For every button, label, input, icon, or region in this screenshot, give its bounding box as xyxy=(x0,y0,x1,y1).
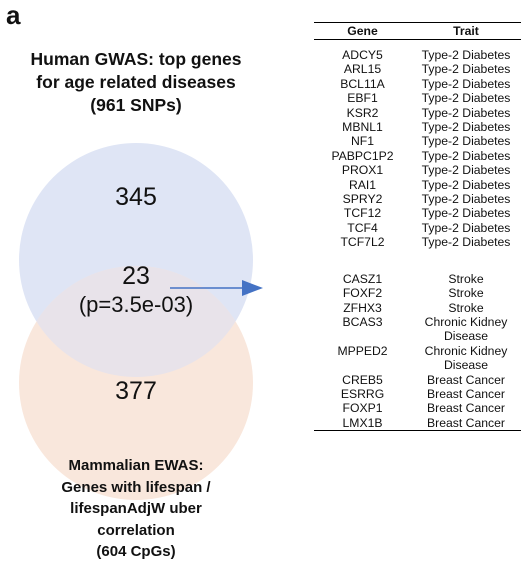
ewas-heading-line: Genes with lifespan / xyxy=(61,478,211,496)
gene-cell: FOXF2 xyxy=(342,286,383,301)
trait-cell: Type-2 Diabetes xyxy=(421,177,511,192)
trait-cell: Type-2 Diabetes xyxy=(421,62,511,77)
gene-cell: MPPED2 xyxy=(337,343,388,358)
gene-cell: PABPC1P2 xyxy=(331,148,394,163)
arrow-right-icon xyxy=(170,280,263,296)
trait-cell: Type-2 Diabetes xyxy=(421,134,511,149)
table-row: TCF12 Type-2 Diabetes xyxy=(314,206,521,220)
trait-cell: Breast Cancer xyxy=(427,372,505,387)
ewas-heading-line: Mammalian EWAS: xyxy=(68,457,204,474)
trait-cell: Type-2 Diabetes xyxy=(421,220,511,235)
trait-cell: Stroke xyxy=(448,300,484,315)
table-row: CREB5 Breast Cancer xyxy=(314,373,521,387)
gene-cell: LMX1B xyxy=(314,415,411,432)
table-row: TCF7L2 Type-2 Diabetes xyxy=(314,235,521,249)
table-spacer xyxy=(314,40,521,49)
venn-overlap-region xyxy=(19,143,253,377)
gwas-heading: Human GWAS: top genes for age related di… xyxy=(0,48,272,117)
table-row: CASZ1 Stroke xyxy=(314,272,521,286)
trait-cell: Type-2 Diabetes xyxy=(421,163,511,178)
table-body: ADCY5 Type-2 Diabetes ARL15 Type-2 Diabetes… xyxy=(314,40,521,432)
ewas-heading-line: (604 CpGs) xyxy=(96,543,176,561)
trait-cell: Type-2 Diabetes xyxy=(421,76,511,91)
gene-cell: EBF1 xyxy=(347,91,378,106)
trait-cell: Breast Cancer xyxy=(427,401,505,416)
venn-p-value: (p=3.5e-03) xyxy=(78,292,194,317)
venn-count-mammal-only: 377 xyxy=(115,377,157,405)
table-row: ESRRG Breast Cancer xyxy=(314,387,521,401)
gene-cell: CREB5 xyxy=(342,372,383,387)
trait-cell: Type-2 Diabetes xyxy=(421,105,511,120)
table-row: MBNL1 Type-2 Diabetes xyxy=(314,120,521,134)
gene-cell: TCF4 xyxy=(347,220,378,235)
trait-cell: Type-2 Diabetes xyxy=(421,235,511,250)
gwas-heading-line: for age related diseases xyxy=(36,72,236,92)
trait-cell: Type-2 Diabetes xyxy=(421,148,511,163)
table-row: ZFHX3 Stroke xyxy=(314,301,521,315)
table-row: MPPED2 Chronic Kidney Disease xyxy=(314,344,521,373)
trait-cell: Type-2 Diabetes xyxy=(421,120,511,135)
gene-cell: RAI1 xyxy=(348,177,377,192)
table-row: BCAS3 Chronic Kidney Disease xyxy=(314,315,521,344)
ewas-heading: Mammalian EWAS: Genes with lifespan / li… xyxy=(0,455,272,563)
trait-cell: Type-2 Diabetes xyxy=(421,91,511,106)
column-header-trait: Trait xyxy=(411,22,521,40)
gene-cell: ESRRG xyxy=(340,386,385,401)
gene-cell: SPRY2 xyxy=(342,192,383,207)
table-row: FOXF2 Stroke xyxy=(314,286,521,300)
table-row: SPRY2 Type-2 Diabetes xyxy=(314,192,521,206)
gwas-heading-line: (961 SNPs) xyxy=(90,95,182,115)
table-row: RAI1 Type-2 Diabetes xyxy=(314,178,521,192)
column-header-gene: Gene xyxy=(314,22,411,40)
table-row: EBF1 Type-2 Diabetes xyxy=(314,91,521,105)
gene-cell: BCL11A xyxy=(340,76,385,91)
panel-label: a xyxy=(6,0,21,30)
trait-cell: Type-2 Diabetes xyxy=(421,192,511,207)
gene-cell: MBNL1 xyxy=(342,120,383,135)
gene-cell: ADCY5 xyxy=(342,48,383,62)
table-group-gap xyxy=(314,250,521,272)
trait-cell: Stroke xyxy=(448,286,484,301)
trait-cell: Breast Cancer xyxy=(411,415,521,432)
trait-cell: Type-2 Diabetes xyxy=(421,206,511,221)
gene-cell: CASZ1 xyxy=(342,271,383,286)
table-row: LMX1B Breast Cancer xyxy=(314,415,521,432)
gene-cell: FOXP1 xyxy=(342,401,383,416)
gene-cell: ARL15 xyxy=(343,62,382,77)
overlap-gene-table: Gene Trait ADCY5 Type-2 Diabetes ARL15 Type… xyxy=(314,22,521,432)
table-row: FOXP1 Breast Cancer xyxy=(314,401,521,415)
table-row: ARL15 Type-2 Diabetes xyxy=(314,62,521,76)
gene-cell: ZFHX3 xyxy=(343,300,382,315)
table-row: NF1 Type-2 Diabetes xyxy=(314,134,521,148)
gene-cell: KSR2 xyxy=(346,105,379,120)
gene-cell: TCF12 xyxy=(343,206,382,221)
venn-count-human-only: 345 xyxy=(115,183,157,211)
table-row: TCF4 Type-2 Diabetes xyxy=(314,221,521,235)
gene-cell: PROX1 xyxy=(341,163,384,178)
ewas-heading-line: lifespanAdjW uber xyxy=(70,500,202,518)
table-row: PABPC1P2 Type-2 Diabetes xyxy=(314,149,521,163)
table-row: ADCY5 Type-2 Diabetes xyxy=(314,48,521,62)
trait-cell: Chronic Kidney Disease xyxy=(424,314,508,344)
ewas-heading-line: correlation xyxy=(97,521,175,539)
trait-cell: Breast Cancer xyxy=(427,386,505,401)
table-header-row: Gene Trait xyxy=(314,22,521,40)
gene-cell: BCAS3 xyxy=(342,314,383,329)
table-row: PROX1 Type-2 Diabetes xyxy=(314,163,521,177)
gene-cell: NF1 xyxy=(350,134,375,149)
venn-count-overlap: 23 xyxy=(122,262,150,290)
table-row: KSR2 Type-2 Diabetes xyxy=(314,106,521,120)
gene-cell: TCF7L2 xyxy=(340,235,385,250)
trait-cell: Type-2 Diabetes xyxy=(421,48,511,62)
gwas-heading-line: Human GWAS: top genes xyxy=(30,49,242,69)
trait-cell: Chronic Kidney Disease xyxy=(424,343,508,373)
table-row: BCL11A Type-2 Diabetes xyxy=(314,77,521,91)
trait-cell: Stroke xyxy=(448,271,484,286)
